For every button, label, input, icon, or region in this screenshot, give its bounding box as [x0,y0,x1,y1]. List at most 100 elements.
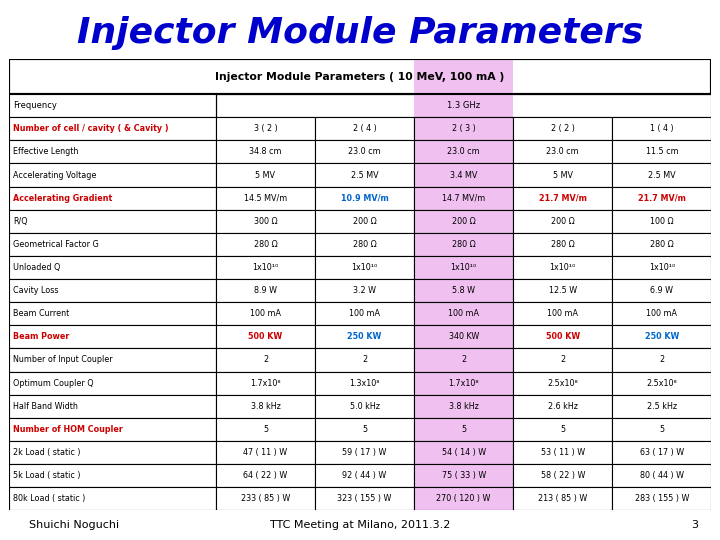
Text: R/Q: R/Q [13,217,27,226]
Text: 5k Load ( static ): 5k Load ( static ) [13,471,81,480]
Text: 283 ( 155 ) W: 283 ( 155 ) W [634,494,689,503]
Bar [315,279,414,302]
Bar [315,302,414,325]
Text: 100 mA: 100 mA [647,309,678,318]
Text: 3.2 W: 3.2 W [353,286,376,295]
Bar [315,487,414,510]
Bar [315,464,414,487]
Bar [315,233,414,256]
Text: 23.0 cm: 23.0 cm [447,147,480,157]
Bar [216,348,315,372]
Bar [414,164,513,187]
Text: 3 ( 2 ): 3 ( 2 ) [253,124,277,133]
Text: 100 mA: 100 mA [349,309,380,318]
Bar [315,210,414,233]
Text: 500 KW: 500 KW [546,333,580,341]
Bar [315,395,414,418]
Text: 2 ( 3 ): 2 ( 3 ) [451,124,475,133]
Text: 280 Ω: 280 Ω [650,240,674,249]
Text: Number of Input Coupler: Number of Input Coupler [13,355,112,364]
Text: 500 KW: 500 KW [248,333,283,341]
Text: 340 KW: 340 KW [449,333,479,341]
Bar [9,117,216,140]
Text: Number of HOM Coupler: Number of HOM Coupler [13,425,122,434]
Text: 2.5x10⁸: 2.5x10⁸ [547,379,578,388]
Text: 14.5 MV/m: 14.5 MV/m [244,194,287,202]
Text: 2: 2 [660,355,665,364]
Text: 34.8 cm: 34.8 cm [249,147,282,157]
Bar [513,187,612,210]
Bar [216,164,315,187]
Text: Geometrical Factor G: Geometrical Factor G [13,240,99,249]
Text: 2 ( 4 ): 2 ( 4 ) [353,124,377,133]
Bar [612,279,711,302]
Text: 23.0 cm: 23.0 cm [546,147,579,157]
Bar [216,395,315,418]
Text: 5.8 W: 5.8 W [452,286,475,295]
Text: 1x10¹⁰: 1x10¹⁰ [351,263,378,272]
Bar [414,140,513,164]
Bar [315,117,414,140]
Bar [513,117,612,140]
Text: 200 Ω: 200 Ω [451,217,475,226]
Bar [513,441,612,464]
Bar [9,487,216,510]
Text: 1.7x10⁸: 1.7x10⁸ [449,379,479,388]
Bar [414,94,513,117]
Bar [513,302,612,325]
Text: 3.4 MV: 3.4 MV [450,171,477,179]
Bar [9,210,216,233]
Text: Shuichi Noguchi: Shuichi Noguchi [29,520,119,530]
Text: 11.5 cm: 11.5 cm [646,147,678,157]
Bar [414,487,513,510]
Text: 21.7 MV/m: 21.7 MV/m [638,194,685,202]
Text: Number of cell / cavity ( & Cavity ): Number of cell / cavity ( & Cavity ) [13,124,168,133]
Text: 5 MV: 5 MV [553,171,572,179]
Text: 58 ( 22 ) W: 58 ( 22 ) W [541,471,585,480]
Text: 5: 5 [461,425,467,434]
Text: 270 ( 120 ) W: 270 ( 120 ) W [436,494,491,503]
Bar [612,348,711,372]
Text: 213 ( 85 ) W: 213 ( 85 ) W [538,494,588,503]
Bar [414,441,513,464]
Text: Unloaded Q: Unloaded Q [13,263,60,272]
Text: 92 ( 44 ) W: 92 ( 44 ) W [343,471,387,480]
Text: 80k Load ( static ): 80k Load ( static ) [13,494,85,503]
Text: 100 mA: 100 mA [547,309,578,318]
Bar [612,325,711,348]
Bar [612,395,711,418]
Bar [216,325,315,348]
Bar [612,140,711,164]
Text: 250 KW: 250 KW [644,333,679,341]
Bar [612,187,711,210]
Bar [612,372,711,395]
Text: 5: 5 [362,425,367,434]
Text: 2.6 kHz: 2.6 kHz [548,402,577,411]
Bar [414,325,513,348]
Bar [513,418,612,441]
Bar [414,372,513,395]
Bar [216,94,711,117]
Text: 1x10¹⁰: 1x10¹⁰ [451,263,477,272]
Bar [513,325,612,348]
Bar [315,348,414,372]
Bar [9,348,216,372]
Bar [9,441,216,464]
Text: Cavity Loss: Cavity Loss [13,286,58,295]
Text: 23.0 cm: 23.0 cm [348,147,381,157]
Text: 63 ( 17 ) W: 63 ( 17 ) W [640,448,684,457]
Text: Half Band Width: Half Band Width [13,402,78,411]
Bar [9,372,216,395]
Text: 1.3x10⁸: 1.3x10⁸ [349,379,380,388]
Bar [513,348,612,372]
Text: 1x10¹⁰: 1x10¹⁰ [549,263,576,272]
Text: 1x10¹⁰: 1x10¹⁰ [649,263,675,272]
Bar [315,187,414,210]
Bar [216,256,315,279]
Bar [315,140,414,164]
Bar [315,418,414,441]
Text: 54 ( 14 ) W: 54 ( 14 ) W [441,448,486,457]
Text: 5 MV: 5 MV [256,171,276,179]
Bar [9,395,216,418]
Bar [315,441,414,464]
